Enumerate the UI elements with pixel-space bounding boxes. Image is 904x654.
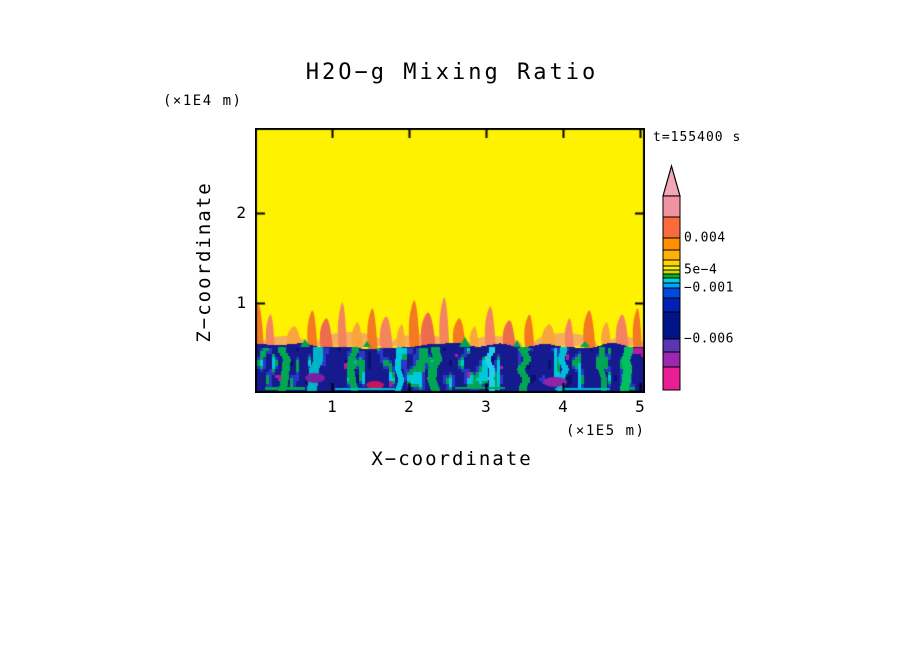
x-tick-label: 5: [635, 397, 645, 416]
y-tick-label: 1: [236, 292, 246, 312]
contour-plot-canvas: [255, 128, 645, 393]
x-tick-label: 2: [404, 397, 414, 416]
colorbar: [662, 163, 681, 391]
x-tick-label: 3: [481, 397, 491, 416]
colorbar-label: 5e−4: [684, 262, 718, 278]
x-axis-label: X−coordinate: [371, 448, 533, 470]
y-axis-label: Z−coordinate: [193, 181, 215, 343]
x-tick-label: 1: [327, 397, 337, 416]
colorbar-label: −0.006: [684, 331, 734, 347]
y-axis-units: (×1E4 m): [163, 93, 243, 109]
y-tick-label: 2: [236, 202, 246, 222]
x-axis-units: (×1E5 m): [566, 423, 646, 439]
plot-title: H2O−g Mixing Ratio: [305, 60, 599, 85]
time-annotation: t=155400 s: [653, 130, 742, 145]
x-tick-label: 4: [558, 397, 568, 416]
colorbar-label: −0.001: [684, 280, 734, 296]
colorbar-label: 0.004: [684, 230, 726, 246]
